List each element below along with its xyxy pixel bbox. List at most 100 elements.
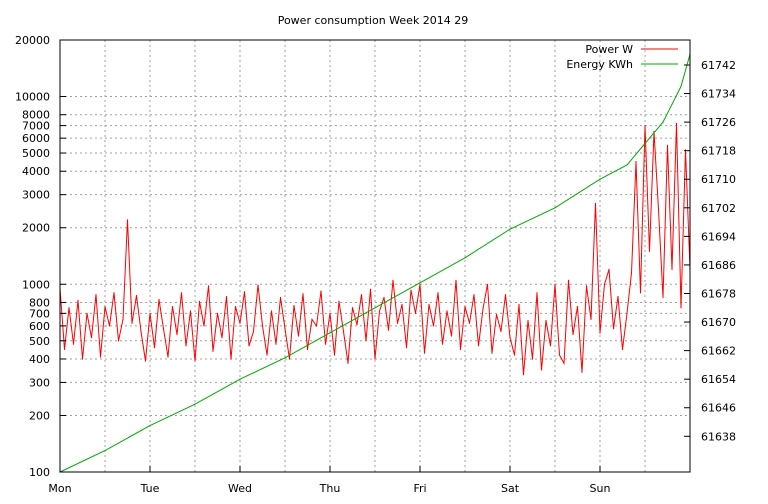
data-point-power-w [657, 208, 660, 211]
chart-title: Power consumption Week 2014 29 [278, 14, 469, 27]
data-point-power-w [288, 358, 291, 360]
data-point-power-w [99, 356, 102, 358]
data-point-power-w [554, 283, 556, 285]
data-point-power-w [302, 293, 304, 295]
data-point-power-w [365, 340, 367, 342]
data-point-power-w [329, 312, 331, 314]
y-left-tick-label: 300 [29, 376, 50, 389]
y-right-tick-label: 61734 [701, 88, 736, 101]
legend-label: Power W [585, 43, 633, 56]
data-point-power-w [482, 308, 484, 310]
data-point-power-w [603, 283, 606, 285]
data-point-power-w [90, 337, 93, 339]
data-point-power-w [576, 306, 579, 308]
x-tick-label: Sat [501, 482, 520, 495]
data-point-power-w [428, 303, 430, 306]
legend: Power W Energy KWh [566, 43, 678, 71]
data-point-power-w [126, 219, 129, 221]
data-point-power-w [387, 329, 390, 331]
data-point-power-w [383, 296, 385, 299]
data-point-power-w [558, 354, 561, 356]
data-point-power-w [540, 369, 543, 371]
data-point-power-w [405, 347, 408, 349]
data-point-energy-kwh [509, 228, 511, 230]
data-point-power-w [86, 312, 88, 314]
data-point-energy-kwh [662, 121, 664, 123]
y-right-tick-label: 61638 [701, 430, 736, 443]
data-point-power-w [450, 335, 453, 337]
data-point-power-w [108, 325, 111, 327]
y-right-tick-label: 61742 [701, 59, 736, 72]
data-point-power-w [180, 292, 183, 294]
data-point-power-w [203, 325, 205, 327]
data-point-power-w [216, 312, 219, 314]
y-left-tick-label: 10000 [15, 91, 50, 104]
data-point-power-w [473, 294, 475, 296]
data-point-power-w [189, 310, 192, 312]
data-point-power-w [122, 318, 124, 320]
data-point-power-w [495, 313, 498, 316]
data-point-power-w [342, 330, 345, 333]
y-left-tick-label: 600 [29, 320, 50, 333]
data-point-power-w [621, 348, 624, 350]
data-point-power-w [104, 306, 106, 308]
legend-label: Energy KWh [566, 58, 633, 71]
y-right-tick-label: 61678 [701, 287, 736, 300]
data-point-power-w [500, 330, 502, 333]
x-tick-label: Mon [48, 482, 71, 495]
data-point-power-w [513, 354, 516, 356]
data-point-power-w [630, 272, 633, 274]
data-point-power-w [68, 307, 70, 309]
data-point-power-w [626, 312, 628, 314]
data-point-power-w [230, 358, 232, 360]
data-point-power-w [275, 343, 277, 345]
data-point-power-w [518, 303, 520, 306]
data-point-energy-kwh [680, 85, 682, 87]
data-point-power-w [356, 324, 358, 326]
data-point-power-w [594, 202, 597, 204]
data-point-power-w [261, 325, 264, 327]
data-point-power-w [351, 307, 354, 309]
data-point-energy-kwh [644, 142, 646, 145]
data-point-power-w [324, 343, 327, 345]
data-point-power-w [635, 161, 637, 163]
data-point-power-w [464, 306, 466, 308]
data-point-energy-kwh [104, 450, 106, 452]
data-point-power-w [212, 350, 214, 352]
data-point-power-w [162, 328, 165, 330]
data-point-power-w [72, 343, 75, 345]
data-point-power-w [648, 250, 651, 252]
data-point-power-w [234, 306, 237, 308]
y-left-tick-label: 500 [29, 335, 50, 348]
y-right-tick-label: 61718 [701, 145, 736, 158]
data-point-power-w [185, 345, 187, 347]
data-point-power-w [581, 371, 583, 373]
data-point-energy-kwh [374, 307, 376, 309]
data-point-power-w [198, 300, 201, 302]
data-point-power-w [176, 333, 178, 336]
data-point-power-w [297, 335, 300, 337]
data-point-power-w [432, 325, 435, 327]
data-point-power-w [284, 328, 286, 330]
data-point-power-w [599, 332, 601, 334]
data-point-energy-kwh [626, 164, 628, 166]
data-point-power-w [455, 279, 457, 281]
y-left-tick-label: 400 [29, 353, 50, 366]
data-point-power-w [549, 345, 552, 347]
data-point-power-w [396, 322, 399, 324]
data-point-power-w [414, 312, 417, 314]
data-point-power-w [410, 289, 412, 291]
y-left-tick-label: 4000 [22, 165, 50, 178]
data-point-power-w [360, 294, 363, 296]
x-tick-label: Thu [319, 482, 341, 495]
y-left-tick-label: 20000 [15, 34, 50, 47]
data-point-power-w [612, 328, 615, 330]
data-point-power-w [117, 340, 120, 342]
data-point-power-w [392, 279, 394, 281]
y-right-tick-label: 61710 [701, 173, 736, 186]
y-right-tick-label: 61646 [701, 402, 736, 415]
data-point-power-w [311, 318, 313, 320]
data-point-power-w [666, 144, 669, 146]
